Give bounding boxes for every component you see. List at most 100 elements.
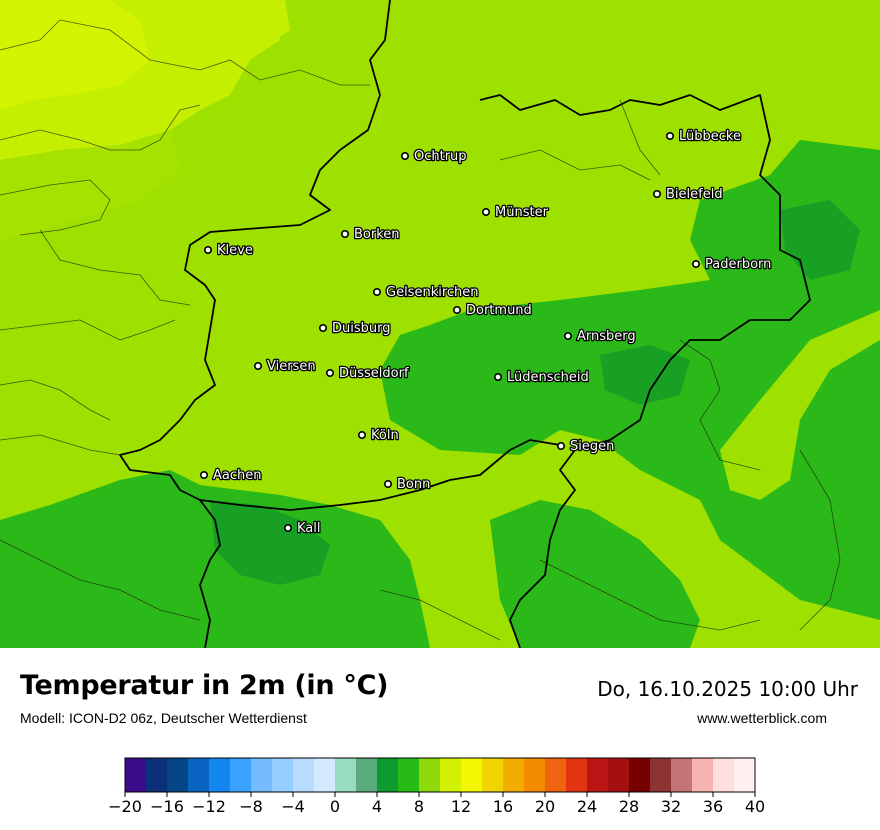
city-label: Viersen <box>267 359 316 374</box>
map-title: Temperatur in 2m (in °C) <box>20 670 389 701</box>
color-scale-cell <box>398 758 420 792</box>
website-link[interactable]: www.wetterblick.com <box>697 710 827 726</box>
city-dot <box>652 190 661 199</box>
warm-zone-northwest-inner <box>0 0 150 110</box>
city-label: Lüdenscheid <box>507 370 589 385</box>
city-label: Bonn <box>397 477 430 492</box>
color-scale-tick-label: 28 <box>619 797 639 816</box>
color-scale-cell <box>188 758 210 792</box>
color-scale-cell <box>146 758 168 792</box>
color-scale-tick-label: 24 <box>577 797 597 816</box>
mid-zone-north <box>0 130 180 240</box>
color-scale-tick-label: 36 <box>703 797 723 816</box>
color-scale-cell <box>272 758 294 792</box>
color-scale-tick-label: 32 <box>661 797 681 816</box>
color-scale-cell <box>419 758 441 792</box>
city-label: Dortmund <box>466 303 532 318</box>
color-scale-frame <box>124 757 756 793</box>
city-marker: Kleve <box>204 242 254 259</box>
city-marker: Gelsenkirchen <box>372 284 480 301</box>
city-label: Bielefeld <box>666 187 723 202</box>
city-label: Duisburg <box>332 321 391 336</box>
color-scale-cell <box>629 758 651 792</box>
color-scale-cell <box>314 758 336 792</box>
cold-zone-sauerland <box>600 345 690 405</box>
color-scale-tick-label: 0 <box>330 797 340 816</box>
city-label: Köln <box>371 428 399 443</box>
city-dot <box>283 523 292 532</box>
color-scale-tick-label: 16 <box>493 797 513 816</box>
cold-zone-eifel <box>210 500 330 585</box>
city-label: Lübbecke <box>679 129 741 144</box>
color-scale-tick-label: −20 <box>108 797 142 816</box>
color-scale-cell <box>293 758 315 792</box>
city-marker: Paderborn <box>691 256 773 273</box>
color-scale-cell <box>251 758 273 792</box>
city-label: Kleve <box>217 243 253 258</box>
city-marker: Siegen <box>556 438 616 455</box>
model-source: Modell: ICON-D2 06z, Deutscher Wetterdie… <box>20 710 307 726</box>
color-scale-cell <box>482 758 504 792</box>
color-scale-tick-label: 4 <box>372 797 382 816</box>
city-dot <box>493 372 502 381</box>
color-scale-tick-label: 12 <box>451 797 471 816</box>
city-marker: Aachen <box>200 467 263 484</box>
city-marker: Borken <box>340 226 401 243</box>
cool-zone-south-center <box>490 500 700 648</box>
color-scale-cell <box>587 758 609 792</box>
color-scale-cell <box>524 758 546 792</box>
district-borders <box>0 19 841 641</box>
color-scale-cell <box>440 758 462 792</box>
city-dot <box>340 230 349 239</box>
temperature-map: Lübbecke Ochtrup Bielefeld Münster Borken Kle… <box>0 0 880 648</box>
city-label: Ochtrup <box>414 149 467 164</box>
color-scale-cell <box>335 758 357 792</box>
cool-zone-southwest <box>0 470 430 648</box>
city-label: Aachen <box>213 468 261 483</box>
color-scale-tick-label: 20 <box>535 797 555 816</box>
city-marker: Lübbecke <box>665 128 742 145</box>
city-marker: Bielefeld <box>652 186 724 203</box>
cool-zone-east-light <box>720 310 880 500</box>
color-scale-tick-label: −4 <box>281 797 305 816</box>
city-dot <box>325 368 334 377</box>
warm-zone-top-center <box>160 0 290 55</box>
borders <box>119 0 811 648</box>
color-scale-tick-label: −8 <box>239 797 263 816</box>
city-marker: Bonn <box>383 476 432 493</box>
city-dot <box>254 361 263 370</box>
color-scale-tick-label: −12 <box>192 797 226 816</box>
color-scale-cell <box>545 758 567 792</box>
city-label: Borken <box>354 227 400 242</box>
color-scale-cell <box>566 758 588 792</box>
city-marker: Arnsberg <box>563 328 637 345</box>
color-scale-cell <box>713 758 735 792</box>
city-dot <box>556 441 565 450</box>
city-label: Siegen <box>570 439 614 454</box>
city-marker: Lüdenscheid <box>493 369 590 386</box>
color-scale-cell <box>230 758 252 792</box>
city-dot <box>357 430 366 439</box>
state-border-rlp <box>199 439 561 511</box>
city-dot <box>204 246 213 255</box>
city-label: Düsseldorf <box>339 366 409 381</box>
color-scale-cell <box>671 758 693 792</box>
color-scale-cell <box>692 758 714 792</box>
color-scale-cell <box>209 758 231 792</box>
city-dot <box>318 323 327 332</box>
city-label: Kall <box>297 521 321 536</box>
color-scale-cell <box>356 758 378 792</box>
city-label: Paderborn <box>705 257 771 272</box>
forecast-datetime: Do, 16.10.2025 10:00 Uhr <box>597 677 858 701</box>
city-dot <box>383 479 392 488</box>
color-scale-tick-label: −16 <box>150 797 184 816</box>
city-label: Gelsenkirchen <box>386 285 479 300</box>
color-scale-cell <box>734 758 756 792</box>
city-marker: Düsseldorf <box>325 365 410 382</box>
city-marker: Dortmund <box>452 302 533 319</box>
color-scale-cell <box>650 758 672 792</box>
city-marker: Köln <box>357 427 400 444</box>
city-marker: Kall <box>283 520 322 537</box>
color-scale-legend: −20 −16 −12 −8 −4 0 4 8 12 16 20 24 28 32 36 40 <box>108 757 765 816</box>
national-border-nl <box>119 0 391 648</box>
